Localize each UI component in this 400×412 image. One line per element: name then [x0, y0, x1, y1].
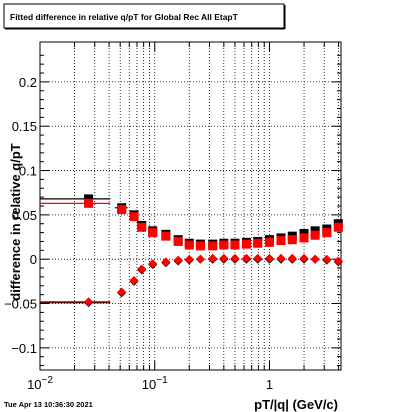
data-point-square	[184, 240, 194, 250]
data-point-diamond	[322, 254, 332, 264]
data-point-square	[129, 212, 139, 222]
data-point-square	[208, 241, 218, 251]
data-point-diamond	[264, 253, 274, 263]
data-point-diamond	[173, 255, 183, 265]
y-tick-label: 0.2	[19, 75, 37, 90]
plot-frame	[39, 41, 342, 371]
chart-title: Fitted difference in relative q/pT for G…	[10, 12, 239, 22]
x-tick-label: 1	[266, 377, 273, 392]
timestamp: Tue Apr 13 10:36:30 2021	[4, 400, 93, 409]
data-point-square	[219, 240, 229, 250]
tick-labels: −0.1 −0.05 0 0.05 0.1 0.15 0.2 10−2 10−1 1	[4, 75, 273, 392]
data-point-diamond	[129, 275, 139, 285]
data-point-square	[117, 205, 127, 215]
data-point-square	[230, 240, 240, 250]
data-point-diamond	[117, 287, 127, 297]
data-point-diamond	[287, 253, 297, 263]
data-point-square	[173, 236, 183, 246]
data-point-diamond	[84, 297, 94, 307]
y-tick-label: −0.1	[11, 341, 37, 356]
data-point-diamond	[148, 259, 158, 269]
data-point-square	[161, 231, 171, 241]
data-point-square	[310, 230, 320, 240]
data-point-square	[264, 237, 274, 247]
title-box	[3, 3, 285, 29]
grid-lines	[39, 42, 341, 370]
y-axis-label: difference in relative q/pT	[8, 143, 23, 301]
y-tick-label: 0	[30, 252, 37, 267]
data-point-diamond	[276, 253, 286, 263]
data-point-diamond	[137, 264, 147, 274]
x-axis-label: pT/|q| (GeV/c)	[254, 397, 338, 412]
data-point-square	[322, 228, 332, 238]
data-point-diamond	[241, 253, 251, 263]
data-point-square	[333, 222, 343, 232]
data-point-diamond	[253, 253, 263, 263]
data-point-square	[276, 236, 286, 246]
data-point-square	[299, 233, 309, 243]
data-point-square	[84, 198, 94, 208]
y-tick-label: 0.05	[12, 208, 37, 223]
y-tick-label: −0.05	[4, 297, 37, 312]
y-tick-label: 0.1	[19, 164, 37, 179]
data-markers	[84, 194, 343, 308]
axes	[39, 41, 342, 371]
data-point-diamond	[310, 254, 320, 264]
data-point-diamond	[333, 256, 343, 266]
data-point-diamond	[299, 253, 309, 263]
data-point-diamond	[195, 254, 205, 264]
x-tick-label: 10−2	[27, 375, 53, 392]
data-point-square	[148, 228, 158, 238]
data-point-square	[287, 235, 297, 245]
data-point-diamond	[230, 253, 240, 263]
data-point-diamond	[208, 253, 218, 263]
data-point-square	[195, 241, 205, 251]
y-tick-label: 0.15	[12, 119, 37, 134]
error-bars	[40, 198, 128, 304]
data-point-square	[137, 222, 147, 232]
data-point-diamond	[219, 253, 229, 263]
data-point-diamond	[161, 257, 171, 267]
data-point-square	[253, 238, 263, 248]
data-point-square	[241, 239, 251, 249]
x-tick-label: 10−1	[142, 375, 168, 392]
data-point-diamond	[184, 254, 194, 264]
